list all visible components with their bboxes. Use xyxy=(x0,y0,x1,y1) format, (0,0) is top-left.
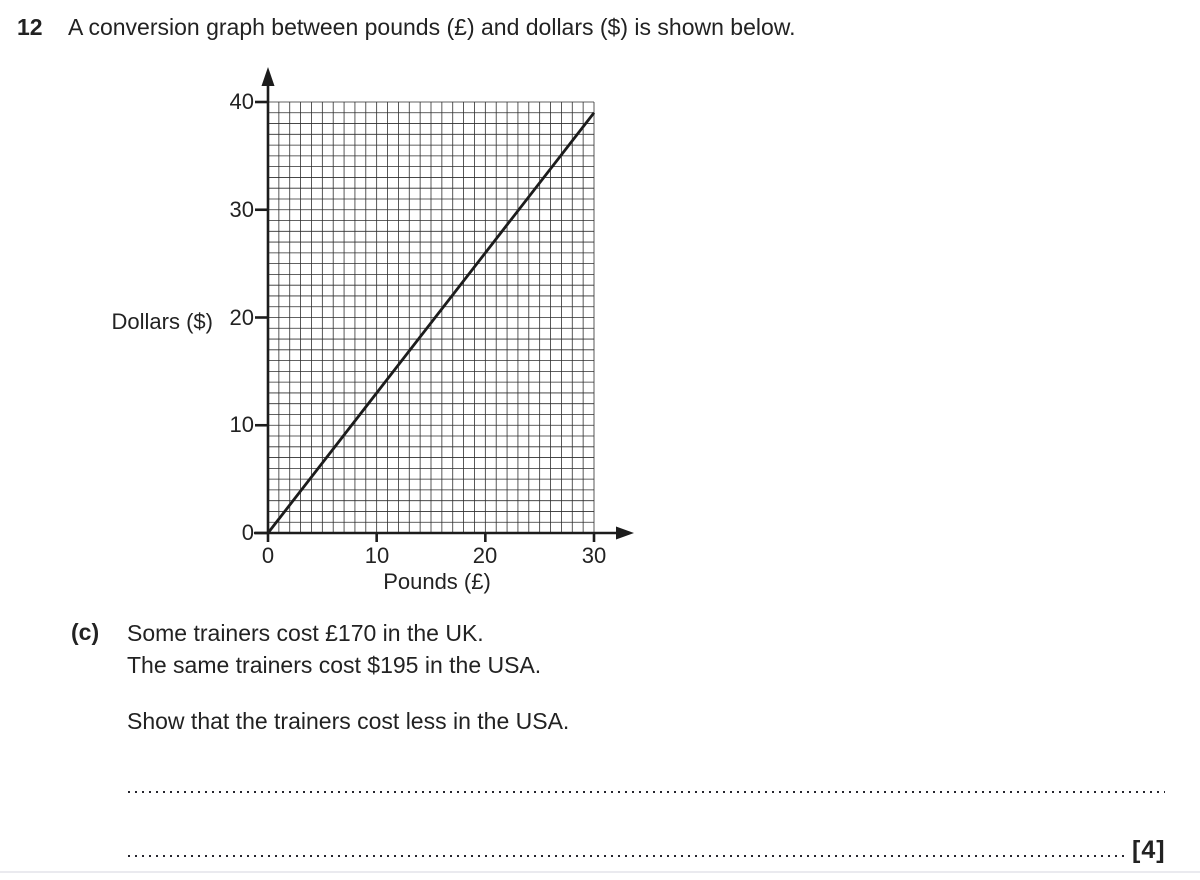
part-c-statement-2: The same trainers cost $195 in the USA. xyxy=(127,652,542,678)
x-axis-label: Pounds (£) xyxy=(383,569,491,594)
y-tick-label: 30 xyxy=(229,197,254,222)
answer-dotted-line xyxy=(128,791,1165,794)
answer-dotted-line xyxy=(128,855,1125,858)
x-tick-label: 10 xyxy=(364,543,390,568)
question-title: A conversion graph between pounds (£) an… xyxy=(68,14,796,40)
y-tick-label: 10 xyxy=(229,412,254,437)
x-tick-label: 0 xyxy=(261,543,275,568)
page-bottom-rule xyxy=(0,871,1200,873)
part-c-instruction: Show that the trainers cost less in the … xyxy=(127,708,570,734)
conversion-graph-svg xyxy=(254,67,634,542)
part-c-statement-1: Some trainers cost £170 in the UK. xyxy=(127,620,484,646)
marks-badge: [4] xyxy=(1132,836,1166,864)
y-tick-label: 20 xyxy=(229,305,254,330)
x-tick-label: 20 xyxy=(472,543,498,568)
question-number: 12 xyxy=(17,14,43,40)
y-tick-label: 40 xyxy=(229,89,254,114)
y-tick-label: 0 xyxy=(241,520,254,545)
part-c-label: (c) xyxy=(71,619,100,645)
x-tick-label: 30 xyxy=(581,543,607,568)
y-axis-label: Dollars ($) xyxy=(111,309,213,334)
